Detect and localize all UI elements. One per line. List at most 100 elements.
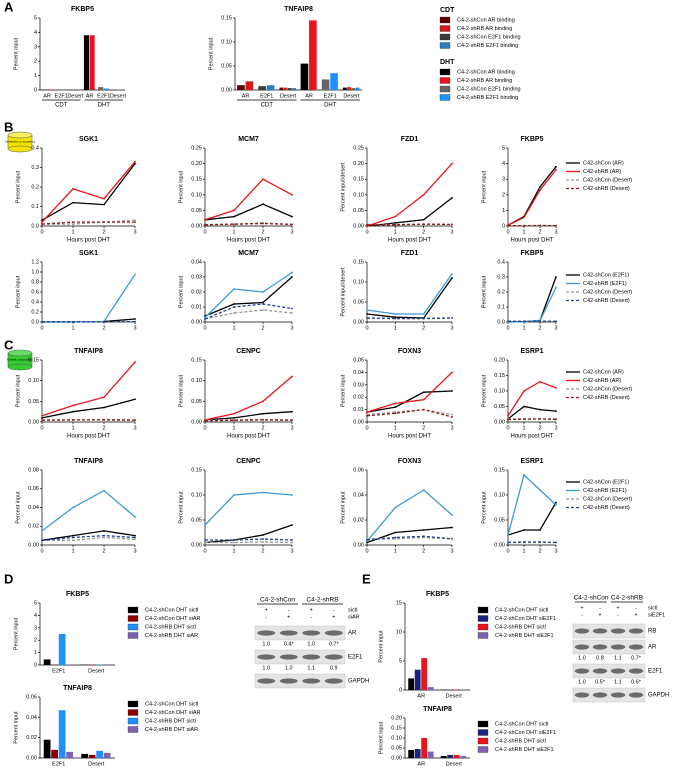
y-tick-label: 0.00 [221, 87, 232, 93]
blot-quant: 0.8 [596, 655, 604, 661]
x-tick-label: AR [43, 93, 51, 99]
y-tick-label: 0.00 [353, 223, 364, 229]
x-tick-label: AR [305, 93, 313, 99]
y-tick-label: 5 [502, 145, 505, 151]
blot-signal [574, 628, 590, 634]
blot-band [254, 649, 346, 665]
blot-sign: - [635, 605, 637, 611]
blot-sign: - [310, 614, 312, 620]
blot-signal [592, 668, 608, 674]
legend-swatch [127, 632, 139, 639]
y-tick-label: 3 [34, 625, 37, 631]
y-tick-label: 0.00 [191, 223, 202, 229]
y-tick-label: 0.15 [494, 467, 505, 473]
y-axis-label: Percent input [378, 721, 384, 754]
legend-swatch [439, 68, 451, 76]
y-tick-label: 3 [502, 177, 505, 183]
line-series [204, 491, 293, 526]
blot-signal [257, 678, 276, 684]
legend-label: C42-shCon (Desert) [583, 289, 632, 295]
y-axis-label: Percent input [481, 170, 487, 203]
blot-label: AR [348, 631, 357, 637]
legend-label: C4-2-shCon E2F1 binding [457, 86, 521, 92]
x-axis-label: Hours post DHT [67, 434, 110, 440]
y-tick-label: 0.00 [191, 542, 202, 548]
bar [43, 739, 51, 758]
legend-swatch [127, 615, 139, 622]
line-series [204, 178, 293, 221]
blot-band [572, 687, 646, 703]
line-series [204, 303, 293, 320]
blot-sign: + [287, 614, 290, 620]
bar [287, 88, 292, 90]
x-tick-label: Desert [343, 93, 360, 99]
bar [103, 88, 109, 90]
x-tick-label: E2F1 [324, 93, 337, 99]
blot-label: GAPDH [348, 679, 369, 685]
y-tick-label: 5 [34, 600, 37, 606]
bar [66, 751, 73, 758]
blot-quant: 0.5* [595, 679, 606, 685]
y-tick-label: 1 [34, 650, 37, 656]
blot-sign: - [288, 607, 290, 613]
y-tick-label: 15 [396, 600, 402, 606]
legend-swatch [127, 606, 139, 614]
blot-sign: - [265, 614, 267, 620]
legend-label: C4-2-shRB E2F1 binding [457, 95, 518, 101]
chart-title: ESRP1 [521, 458, 544, 465]
y-tick-label: 0.15 [494, 373, 505, 379]
y-tick-label: 0.15 [353, 177, 364, 183]
chart-title: FZD1 [401, 250, 419, 257]
legend-label: C42-shRB (E2F1) [583, 488, 627, 494]
legend-swatch [439, 33, 451, 41]
y-tick-label: 0.05 [191, 399, 202, 405]
y-axis-label: Percent input [178, 491, 184, 524]
blot-quant: 0.7* [329, 641, 340, 647]
x-tick-label: 3 [554, 229, 557, 235]
x-tick-label: 2 [422, 548, 425, 554]
bar [330, 73, 338, 90]
y-tick-label: 0.02 [353, 517, 364, 523]
blot-sign: + [310, 607, 313, 613]
y-tick-label: 0.2 [31, 184, 39, 190]
blot-band [254, 625, 346, 641]
line-series [366, 390, 453, 413]
y-axis-label: Percent input [178, 374, 184, 407]
bar [321, 79, 330, 90]
x-tick-label: 3 [290, 425, 293, 431]
x-tick-label: 1 [232, 548, 235, 554]
x-tick-label: 2 [261, 325, 264, 331]
line-series [366, 489, 453, 542]
legend-label: C4-2-shCon DHT siE2F1 [495, 730, 556, 736]
legend-swatch [439, 77, 451, 84]
y-tick-label: 0.15 [391, 725, 402, 731]
x-tick-label: 3 [290, 229, 293, 235]
x-tick-label: 1 [522, 325, 525, 331]
y-tick-label: 0.04 [191, 259, 202, 265]
y-tick-label: 0.10 [353, 279, 364, 285]
y-tick-label: 10 [396, 629, 402, 635]
legend-label: C4-2-shRB DHT sictl [145, 718, 196, 724]
legend-swatch [439, 25, 451, 32]
line-series [204, 419, 293, 422]
x-axis-label: Hours post DHT [510, 238, 553, 244]
x-tick-label: E2F1 [260, 93, 273, 99]
blot-sign: + [616, 605, 619, 611]
y-tick-label: 0.15 [191, 467, 202, 473]
blot-quant: 1.1 [307, 665, 315, 671]
y-tick-label: 1.0 [31, 269, 39, 275]
y-tick-label: 2 [34, 59, 37, 65]
y-tick-label: 0.05 [28, 399, 39, 405]
y-tick-label: 0.05 [191, 517, 202, 523]
blot-band [254, 673, 346, 689]
legend-swatch [439, 85, 451, 93]
line-series [204, 309, 293, 320]
y-axis-label: Percent input [340, 491, 346, 524]
legend-label: C4-2-shCon DHT sictl [145, 607, 198, 613]
y-tick-label: 0.02 [353, 395, 364, 401]
bar [453, 755, 460, 758]
legend-label: C4-2-shCon E2F1 binding [457, 34, 521, 40]
group-label: DHT [324, 103, 337, 109]
blot-header: C4-2-shCon [573, 595, 608, 602]
x-tick-label: Desert [446, 693, 463, 699]
